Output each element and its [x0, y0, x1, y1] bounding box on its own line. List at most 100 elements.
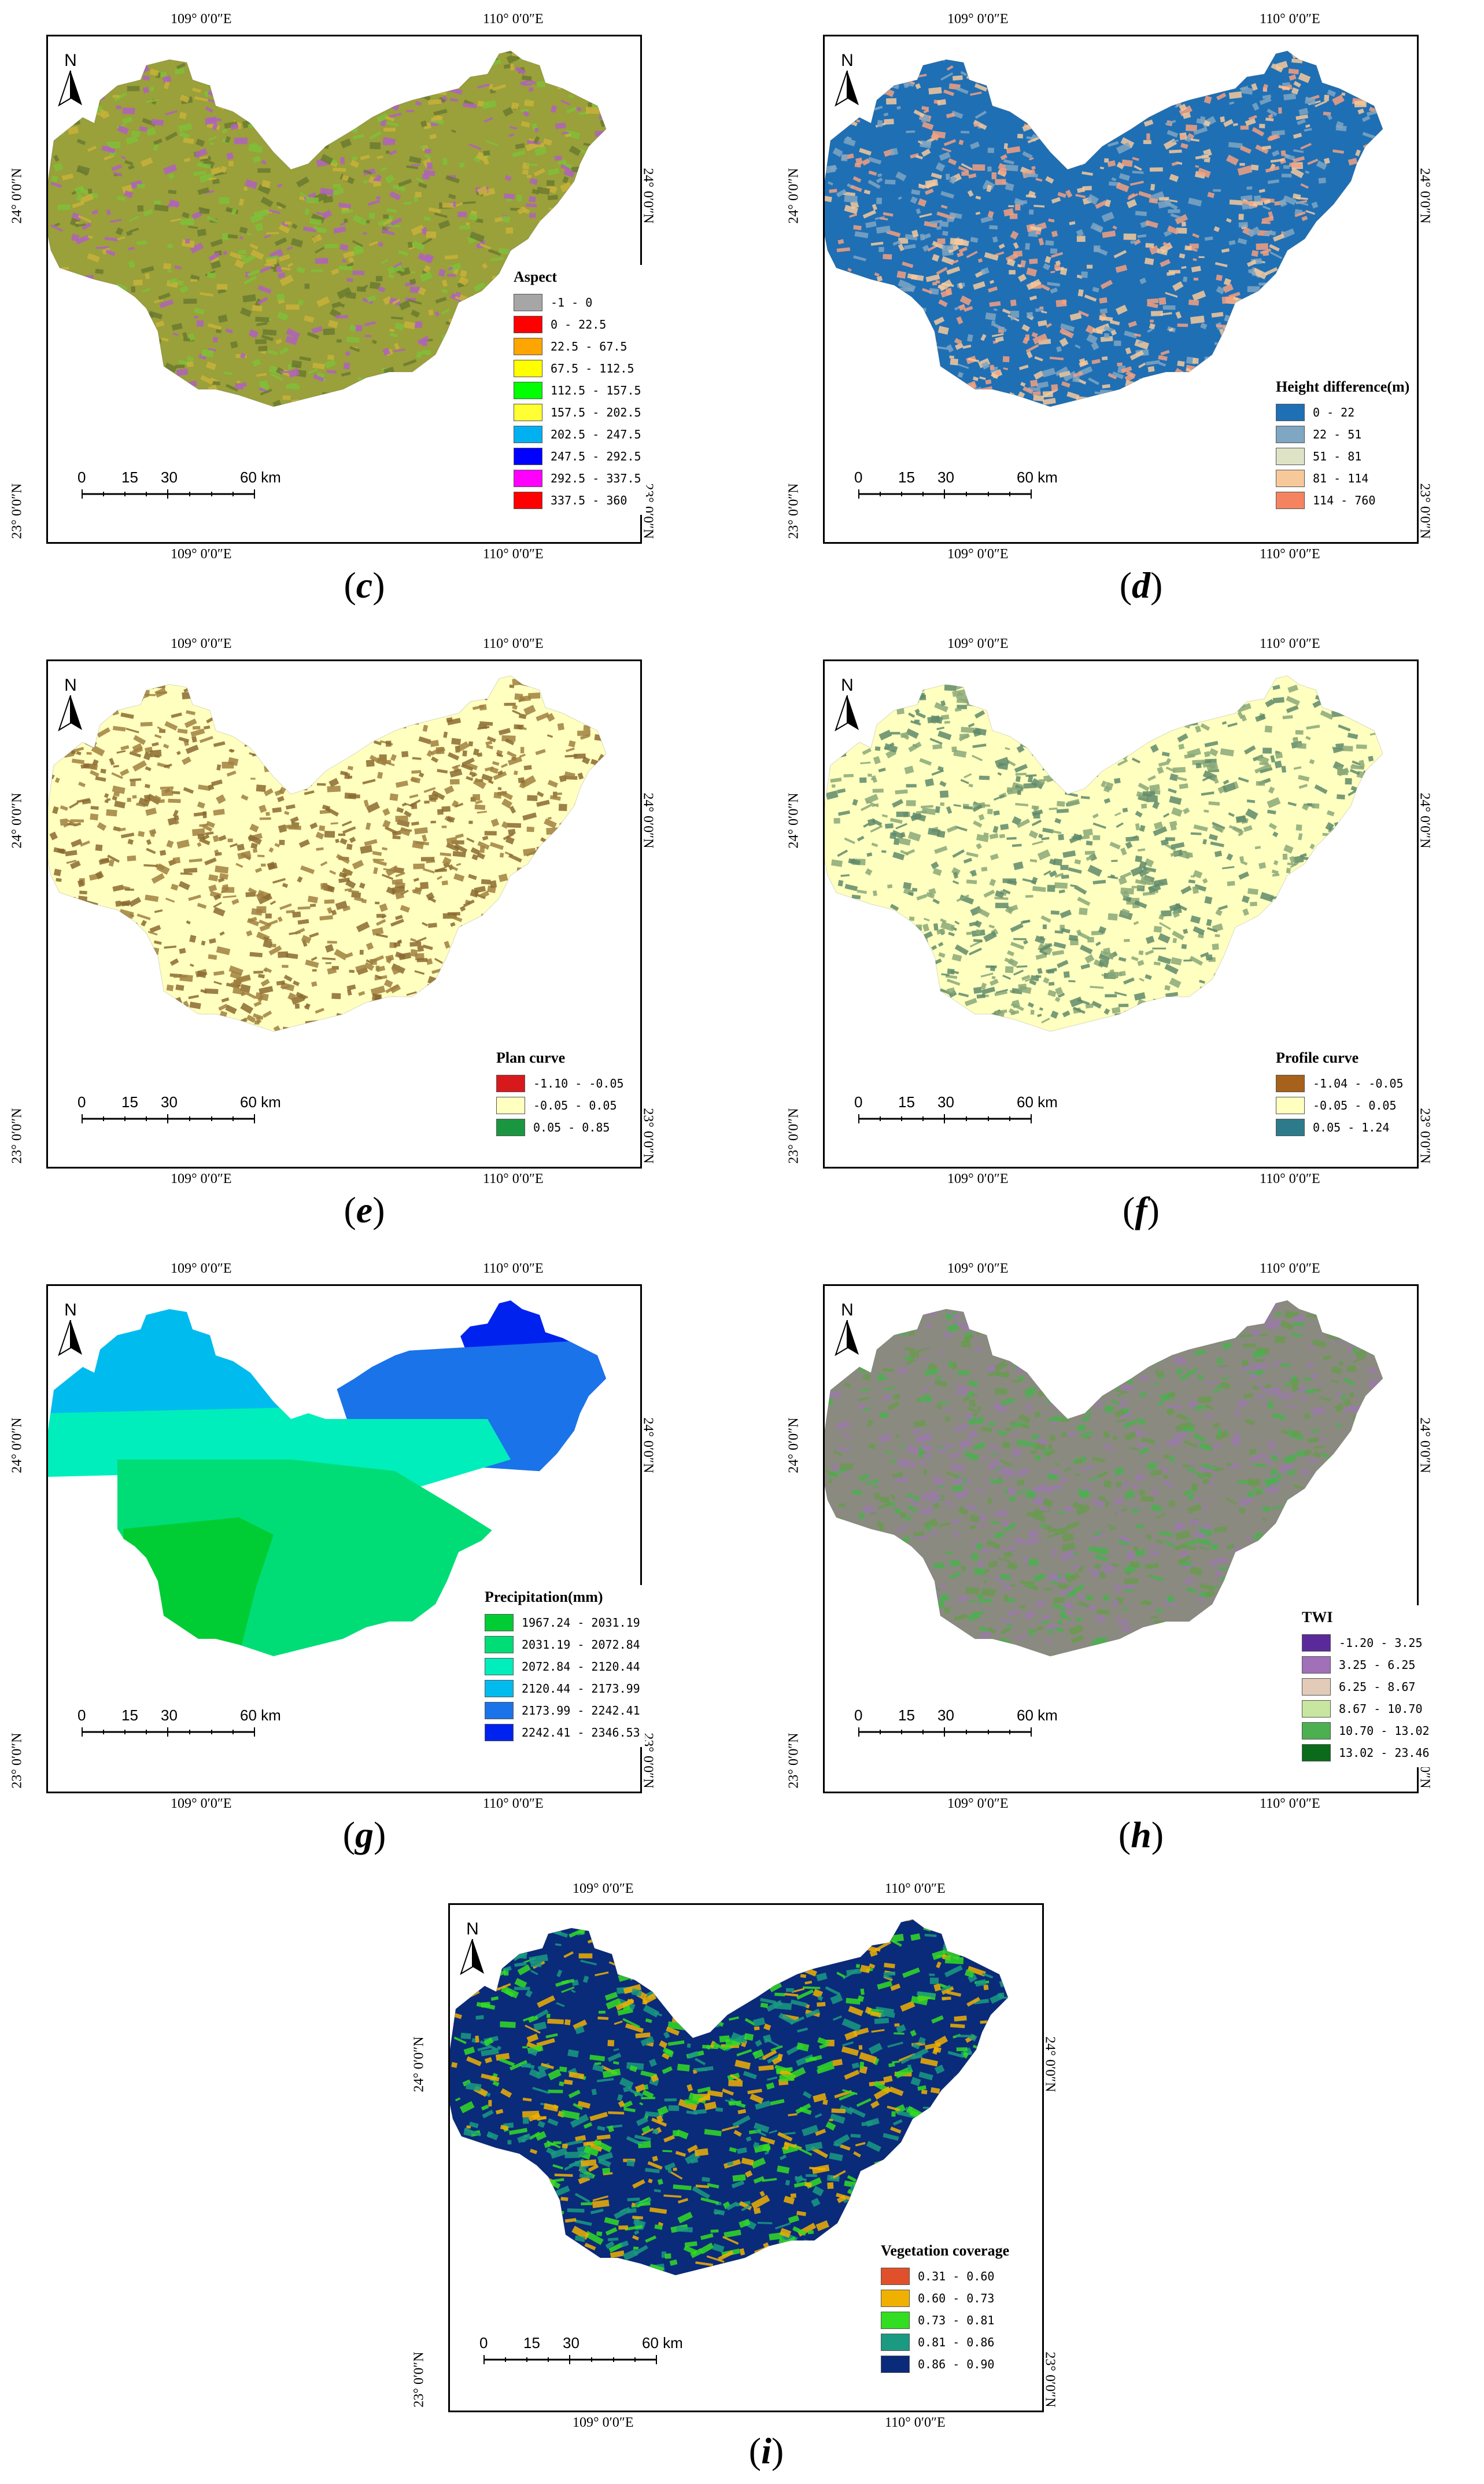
lat-label-left-bottom: 23° 0′0″N: [786, 1733, 802, 1789]
lon-label-top-right: 110° 0′0″E: [483, 636, 544, 651]
scale-label-15: 15: [898, 1707, 915, 1724]
panel-caption: (f): [1123, 1189, 1160, 1230]
legend-label: -0.05 - 0.05: [533, 1099, 617, 1112]
legend-label: 247.5 - 292.5: [551, 449, 641, 463]
north-arrow-icon: [58, 1320, 82, 1357]
study-area-map: [825, 1300, 1383, 1657]
legend-item: 114 - 760: [1276, 489, 1409, 511]
scale-label-30: 30: [161, 1707, 178, 1724]
legend-item: 0.81 - 0.86: [881, 2331, 1009, 2353]
legend-label: -1 - 0: [551, 296, 593, 309]
north-letter: N: [64, 51, 77, 70]
legend-swatch: [514, 382, 542, 399]
legend-item: 2242.41 - 2346.53: [485, 1722, 640, 1744]
legend-item: 0.05 - 0.85: [496, 1116, 624, 1138]
lat-label-right-top: 24° 0′0″N: [640, 168, 656, 224]
scale-label-30: 30: [161, 1093, 178, 1111]
lat-label-right-top: 24° 0′0″N: [640, 1417, 656, 1473]
lat-label-right-bottom: 23° 0′0″N: [1042, 2352, 1058, 2408]
scale-label-0: 0: [479, 2334, 488, 2352]
legend-label: 202.5 - 247.5: [551, 427, 641, 441]
scale-label-60km: 60 km: [240, 469, 281, 486]
legend-item: 247.5 - 292.5: [514, 445, 641, 467]
legend-swatch: [485, 1724, 514, 1741]
legend-swatch: [496, 1097, 525, 1114]
scale-label-30: 30: [161, 469, 178, 486]
legend-swatch: [514, 316, 542, 333]
scale-label-60km: 60 km: [1017, 1093, 1058, 1111]
legend-label: -1.04 - -0.05: [1313, 1077, 1404, 1090]
north-arrow: N: [53, 51, 88, 115]
lat-label-left-bottom: 23° 0′0″N: [786, 483, 802, 539]
lon-label-top-left: 109° 0′0″E: [573, 1881, 634, 1896]
legend-label: 10.70 - 13.02: [1339, 1724, 1430, 1738]
north-arrow: N: [455, 1919, 490, 1983]
legend-label: 22.5 - 67.5: [551, 340, 627, 353]
legend: Precipitation(mm) 1967.24 - 2031.19 2031.1…: [480, 1585, 645, 1747]
lat-label-right-bottom: 23° 0′0″N: [640, 1108, 656, 1164]
study-area-map: [825, 675, 1383, 1032]
lat-label-left-top: 24° 0′0″N: [9, 793, 25, 849]
legend-swatch: [1276, 404, 1305, 421]
lon-label-top-left: 109° 0′0″E: [947, 12, 1009, 27]
study-area-map: [48, 50, 607, 407]
legend-swatch: [1302, 1678, 1331, 1696]
scale-label-30: 30: [937, 1707, 954, 1724]
lon-label-bottom-right: 110° 0′0″E: [885, 2415, 946, 2430]
study-area-map: [48, 1300, 606, 1656]
scale-bar: 0 15 30 60 km: [854, 1707, 1058, 1742]
lat-label-right-top: 24° 0′0″N: [1417, 168, 1433, 224]
legend-swatch: [1276, 1075, 1305, 1092]
lat-label-left-top: 24° 0′0″N: [9, 1417, 25, 1473]
lat-label-left-top: 24° 0′0″N: [786, 168, 802, 224]
legend-swatch: [514, 338, 542, 355]
legend-swatch: [1276, 426, 1305, 443]
legend-swatch: [514, 404, 542, 421]
scale-label-30: 30: [937, 1093, 954, 1111]
scale-label-0: 0: [854, 1707, 863, 1724]
study-area-map: [48, 675, 607, 1032]
legend-swatch: [881, 2356, 910, 2373]
legend-swatch: [496, 1119, 525, 1136]
north-arrow-icon: [460, 1938, 484, 1976]
scale-bar: 0 15 30 60 km: [77, 469, 281, 504]
legend-title: TWI: [1302, 1609, 1333, 1626]
scale-label-60km: 60 km: [1017, 1707, 1058, 1724]
legend-label: -0.05 - 0.05: [1313, 1099, 1397, 1112]
legend-title: Precipitation(mm): [485, 1589, 603, 1605]
north-arrow: N: [830, 51, 865, 115]
legend-swatch: [881, 2268, 910, 2285]
legend-label: 112.5 - 157.5: [551, 384, 641, 397]
legend-title: Vegetation coverage: [881, 2242, 1010, 2259]
scale-label-60km: 60 km: [1017, 469, 1058, 486]
legend-label: 81 - 114: [1313, 471, 1369, 485]
legend-item: 0 - 22: [1276, 401, 1409, 423]
legend-swatch: [485, 1614, 514, 1631]
scale-bar-graphic: [858, 1114, 1032, 1123]
scale-label-60km: 60 km: [240, 1093, 281, 1111]
legend-swatch: [514, 492, 542, 509]
legend-label: 2072.84 - 2120.44: [522, 1660, 640, 1674]
lon-label-bottom-left: 109° 0′0″E: [171, 1171, 232, 1186]
legend-label: 114 - 760: [1313, 493, 1376, 507]
lat-label-right-top: 24° 0′0″N: [1417, 1417, 1433, 1473]
lon-label-top-left: 109° 0′0″E: [947, 636, 1009, 651]
legend-item: 2031.19 - 2072.84: [485, 1634, 640, 1656]
legend-item: 0.73 - 0.81: [881, 2309, 1009, 2331]
scale-bar: 0 15 30 60 km: [854, 469, 1058, 504]
north-letter: N: [64, 1300, 77, 1320]
scale-label-15: 15: [121, 469, 138, 486]
north-letter: N: [466, 1919, 479, 1938]
legend-swatch: [1302, 1656, 1331, 1674]
legend-label: 2242.41 - 2346.53: [522, 1726, 640, 1739]
legend-swatch: [514, 360, 542, 377]
legend-label: 0.81 - 0.86: [918, 2335, 995, 2349]
legend-swatch: [1276, 492, 1305, 509]
north-arrow-icon: [58, 70, 82, 107]
panel-caption: (i): [748, 2430, 784, 2471]
legend-item: 0.60 - 0.73: [881, 2287, 1009, 2309]
lat-label-left-bottom: 23° 0′0″N: [9, 483, 25, 539]
legend: Plan curve -1.10 - -0.05 -0.05 - 0.05 0.05 …: [492, 1046, 629, 1142]
map-panel-f: 109° 0′0″E 110° 0′0″E 109° 0′0″E 110° 0′…: [742, 625, 1484, 1250]
lon-label-top-right: 110° 0′0″E: [885, 1881, 946, 1896]
